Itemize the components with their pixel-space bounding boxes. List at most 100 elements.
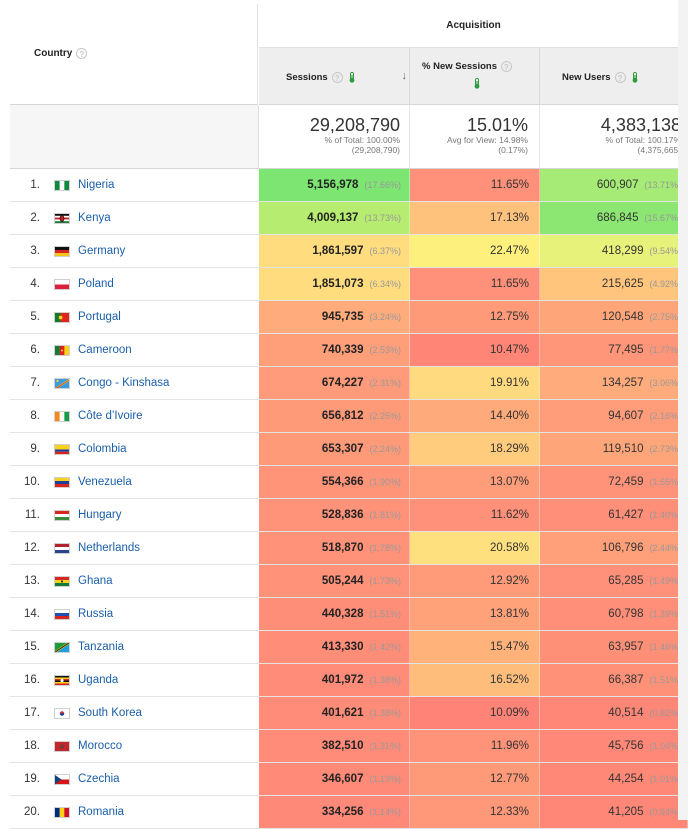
country-link[interactable]: Hungary [78, 509, 122, 521]
new-users-share: (1.77%) [649, 345, 681, 355]
new-users-column-header[interactable]: New Users? [540, 48, 688, 105]
country-link[interactable]: Germany [78, 245, 126, 257]
country-link[interactable]: Nigeria [78, 179, 115, 191]
new-sessions-cell: 12.33% [410, 796, 540, 828]
new-users-cell: 106,796 (2.44%) [540, 532, 688, 564]
sessions-share: (1.42%) [369, 642, 401, 652]
poland-flag [54, 279, 70, 290]
row-index: 10. [24, 476, 40, 488]
country-link[interactable]: Ghana [78, 575, 113, 587]
cote-divoire-flag [54, 411, 70, 422]
venezuela-flag [54, 477, 70, 488]
new-sessions-cell: 20.58% [410, 532, 540, 564]
help-icon[interactable]: ? [500, 61, 512, 72]
table-row: 17. South Korea 401,621 (1.38%) 10.09% 40… [10, 697, 688, 730]
new-users-value: 134,257 [601, 377, 644, 389]
country-link[interactable]: Congo - Kinshasa [78, 377, 170, 389]
help-icon[interactable]: ? [614, 72, 626, 83]
new-users-value: 418,299 [601, 245, 644, 257]
new-sessions-value: 14.40% [489, 410, 529, 422]
sessions-share: (6.34%) [369, 279, 401, 289]
new-sessions-cell: 22.47% [410, 235, 540, 267]
country-link[interactable]: Uganda [78, 674, 119, 686]
help-icon[interactable]: ? [331, 72, 343, 83]
table-row: 11. Hungary 528,836 (1.81%) 11.62% 61,427… [10, 499, 688, 532]
sessions-value: 528,836 [321, 509, 364, 521]
country-link[interactable]: Tanzania [78, 641, 125, 653]
new-sessions-cell: 19.91% [410, 367, 540, 399]
new-users-cell: 600,907 (13.71%) [540, 169, 688, 201]
sessions-value: 1,851,073 [312, 278, 364, 290]
table-row: 8. Côte d’Ivoire 656,812 (2.25%) 14.40% 9… [10, 400, 688, 433]
sessions-share: (1.81%) [369, 510, 401, 520]
new-sessions-value: 12.92% [489, 575, 529, 587]
new-users-value: 45,756 [608, 740, 644, 752]
kenya-flag [54, 213, 70, 224]
new-users-value: 106,796 [601, 542, 644, 554]
new-sessions-cell: 11.62% [410, 499, 540, 531]
sessions-value: 413,330 [321, 641, 364, 653]
new-users-cell: 686,845 (15.67%) [540, 202, 688, 234]
sessions-value: 382,510 [321, 740, 364, 752]
new-sessions-cell: 12.75% [410, 301, 540, 333]
germany-flag [54, 246, 70, 257]
row-index: 7. [30, 377, 40, 389]
country-column-header[interactable]: Country? [10, 4, 258, 105]
czechia-flag [54, 774, 70, 785]
new-sessions-cell: 12.92% [410, 565, 540, 597]
sessions-share: (2.31%) [369, 378, 401, 388]
sort-descending-icon[interactable]: ↓ [401, 70, 408, 82]
sessions-column-header[interactable]: Sessions? ↓ [259, 48, 410, 105]
new-sessions-cell: 10.09% [410, 697, 540, 729]
table-row: 14. Russia 440,328 (1.51%) 13.81% 60,798 (… [10, 598, 688, 631]
new-users-share: (1.49%) [649, 576, 681, 586]
country-link[interactable]: Poland [78, 278, 114, 290]
new-sessions-cell: 18.29% [410, 433, 540, 465]
new-sessions-cell: 11.96% [410, 730, 540, 762]
sessions-share: (1.78%) [369, 543, 401, 553]
sessions-header-label: Sessions [286, 72, 328, 84]
new-users-cell: 41,205 (0.94%) [540, 796, 688, 828]
new-sessions-cell: 17.13% [410, 202, 540, 234]
country-link[interactable]: Venezuela [78, 476, 132, 488]
country-link[interactable]: Netherlands [78, 542, 141, 554]
sessions-value: 401,621 [321, 707, 364, 719]
table-row: 16. Uganda 401,972 (1.38%) 16.52% 66,387 (… [10, 664, 688, 697]
country-link[interactable]: Russia [78, 608, 114, 620]
sessions-share: (13.73%) [364, 213, 401, 223]
thermometer-icon[interactable] [349, 72, 355, 83]
row-index: 2. [30, 212, 40, 224]
new-users-cell: 66,387 (1.51%) [540, 664, 688, 696]
sessions-total-base: (29,208,790) [351, 145, 400, 155]
country-link[interactable]: Cameroon [78, 344, 132, 356]
thermometer-icon[interactable] [632, 72, 638, 83]
country-link[interactable]: South Korea [78, 707, 142, 719]
new-users-total-base: (4,375,665) [637, 145, 681, 155]
row-index: 5. [30, 311, 40, 323]
new-users-share: (0.94%) [649, 807, 681, 817]
help-icon[interactable]: ? [76, 48, 88, 59]
country-link[interactable]: Czechia [78, 773, 120, 785]
new-sessions-column-header[interactable]: % New Sessions? [410, 48, 540, 105]
new-sessions-value: 11.62% [490, 509, 529, 521]
sessions-cell: 945,735 (3.24%) [259, 301, 410, 333]
sessions-cell: 401,972 (1.38%) [259, 664, 410, 696]
new-sessions-value: 19.91% [489, 377, 529, 389]
new-sessions-value: 10.09% [489, 707, 529, 719]
new-sessions-cell: 13.07% [410, 466, 540, 498]
new-users-share: (3.06%) [649, 378, 681, 388]
country-link[interactable]: Kenya [78, 212, 111, 224]
new-sessions-cell: 10.47% [410, 334, 540, 366]
new-users-cell: 61,427 (1.40%) [540, 499, 688, 531]
sessions-total-share: % of Total: 100.00% [324, 135, 400, 145]
row-index: 18. [24, 740, 40, 752]
country-link[interactable]: Portugal [78, 311, 121, 323]
new-users-total-value: 4,383,138 [600, 115, 681, 135]
table-row: 13. Ghana 505,244 (1.73%) 12.92% 65,285 (1… [10, 565, 688, 598]
new-sessions-total-value: 15.01% [466, 115, 528, 135]
country-link[interactable]: Morocco [78, 740, 123, 752]
country-link[interactable]: Côte d’Ivoire [78, 410, 143, 422]
thermometer-icon[interactable] [474, 78, 480, 89]
country-link[interactable]: Colombia [78, 443, 127, 455]
country-link[interactable]: Romania [78, 806, 125, 818]
